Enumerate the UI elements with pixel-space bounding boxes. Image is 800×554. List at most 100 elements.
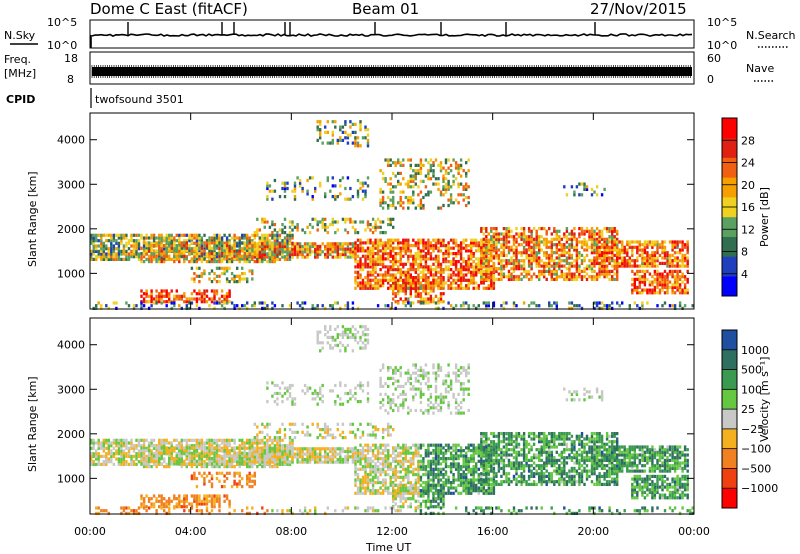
- range-cell: [125, 454, 128, 458]
- range-cell: [233, 274, 236, 278]
- range-cell: [404, 270, 407, 274]
- range-cell: [510, 267, 513, 271]
- range-cell: [339, 125, 342, 129]
- range-cell: [633, 272, 636, 276]
- range-cell: [462, 238, 465, 242]
- range-cell: [145, 460, 148, 464]
- range-cell: [399, 198, 402, 202]
- range-cell: [631, 251, 634, 255]
- range-cell: [223, 446, 226, 450]
- range-cell: [95, 255, 98, 259]
- range-cell: [150, 465, 153, 469]
- range-cell: [283, 231, 287, 235]
- range-cell: [389, 276, 392, 280]
- range-cell: [595, 275, 599, 279]
- range-cell: [356, 273, 360, 277]
- range-cell: [387, 278, 390, 282]
- range-cell: [507, 235, 511, 239]
- range-cell: [439, 300, 443, 304]
- range-cell: [125, 441, 128, 445]
- range-cell: [550, 240, 553, 244]
- range-cell: [288, 239, 292, 243]
- range-cell: [538, 248, 541, 252]
- range-cell: [296, 247, 299, 251]
- range-cell: [183, 254, 186, 258]
- range-cell: [248, 438, 251, 442]
- range-cell: [273, 444, 277, 448]
- range-cell: [555, 256, 558, 260]
- range-cell: [168, 462, 171, 466]
- range-cell: [349, 220, 352, 224]
- range-cell: [173, 246, 176, 250]
- range-cell: [92, 244, 95, 248]
- range-cell: [427, 244, 430, 248]
- range-cell: [195, 241, 199, 245]
- range-cell: [449, 198, 453, 202]
- range-cell: [397, 289, 400, 293]
- range-cell: [590, 187, 594, 191]
- range-cell: [233, 441, 236, 445]
- range-cell: [530, 235, 533, 239]
- range-cell: [163, 254, 166, 258]
- range-cell: [158, 459, 161, 463]
- range-cell: [434, 306, 438, 310]
- range-cell: [168, 292, 171, 296]
- range-cell: [205, 244, 209, 248]
- range-cell: [429, 190, 433, 194]
- range-cell: [525, 275, 528, 279]
- range-cell: [366, 241, 370, 245]
- range-cell: [371, 270, 375, 274]
- range-cell: [600, 272, 604, 276]
- range-cell: [389, 177, 392, 181]
- range-cell: [636, 277, 639, 281]
- range-cell: [590, 237, 594, 241]
- range-cell: [505, 240, 508, 244]
- range-cell: [678, 248, 682, 252]
- range-cell: [286, 460, 289, 464]
- range-cell: [303, 250, 307, 254]
- range-cell: [475, 257, 478, 261]
- range-cell: [449, 284, 453, 288]
- range-cell: [510, 275, 513, 279]
- range-cell: [324, 195, 327, 199]
- range-cell: [366, 284, 370, 288]
- range-cell: [444, 244, 448, 248]
- range-cell: [283, 250, 287, 254]
- range-cell: [545, 229, 548, 233]
- range-cell: [593, 240, 596, 244]
- range-cell: [120, 233, 123, 237]
- range-cell: [555, 261, 558, 265]
- range-cell: [137, 255, 141, 259]
- range-cell: [263, 441, 266, 445]
- range-cell: [432, 297, 435, 301]
- range-cell: [185, 454, 188, 458]
- range-cell: [168, 446, 171, 450]
- range-cell: [437, 260, 440, 264]
- range-cell: [120, 449, 123, 453]
- range-cell: [246, 239, 249, 243]
- range-cell: [291, 242, 294, 246]
- range-cell: [371, 273, 375, 277]
- range-cell: [165, 257, 168, 261]
- range-cell: [429, 177, 433, 181]
- range-cell: [522, 267, 526, 271]
- range-cell: [643, 245, 647, 249]
- range-cell: [180, 254, 183, 258]
- range-cell: [379, 260, 382, 264]
- range-cell: [90, 446, 93, 450]
- range-cell: [193, 289, 196, 293]
- nsky-label: N.Sky: [4, 29, 36, 42]
- range-cell: [535, 245, 538, 249]
- range-cell: [331, 242, 334, 246]
- range-cell: [432, 286, 435, 290]
- range-cell: [278, 195, 282, 199]
- range-cell: [132, 306, 136, 310]
- range-cell: [683, 304, 687, 308]
- range-cell: [626, 261, 629, 265]
- range-cell: [140, 260, 143, 264]
- range-cell: [130, 233, 133, 237]
- range-cell: [636, 272, 639, 276]
- range-cell: [681, 261, 684, 265]
- range-cell: [90, 241, 93, 245]
- range-cell: [281, 228, 284, 232]
